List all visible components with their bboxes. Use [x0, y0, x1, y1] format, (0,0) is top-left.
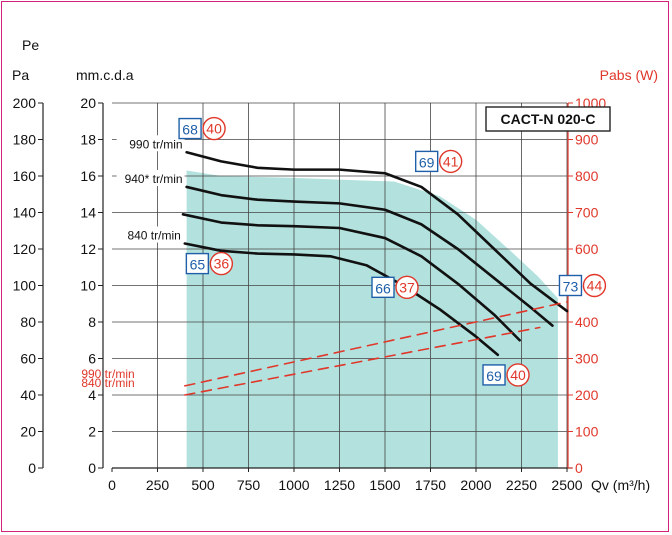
y-tick-label-mmcda: 20 [80, 95, 96, 111]
noise-badge-lpa: 41 [443, 153, 459, 169]
x-tick-label: 1250 [324, 477, 355, 493]
series-label: 990 tr/min [129, 137, 182, 151]
y-tick-label-mmcda: 16 [80, 168, 96, 184]
y-tick-label-mmcda: 12 [80, 241, 96, 257]
y-tick-label-pa: 180 [13, 132, 37, 148]
noise-badge-lpa: 40 [206, 121, 222, 137]
y-tick-label-mmcda: 14 [80, 205, 96, 221]
noise-badge-box [414, 150, 439, 173]
y-tick-label-pa: 0 [28, 460, 36, 476]
y-tick-label-mmcda: 2 [88, 424, 96, 440]
power-series-label: 990 tr/min [81, 367, 134, 381]
y-tick-label-pabs: 800 [575, 168, 599, 184]
noise-badge-lwa: 66 [375, 280, 391, 296]
noise-badge-lpa: 37 [399, 279, 415, 295]
y-axis-mmcda-title: mm.c.d.a [76, 67, 134, 83]
noise-badge-circle [202, 116, 226, 141]
y-tick-label-pa: 60 [20, 351, 36, 367]
y-tick-label-pa: 200 [13, 95, 37, 111]
noise-badge-lpa: 40 [510, 367, 526, 383]
noise-badge-lwa: 69 [486, 368, 502, 384]
y-tick-label-pa: 160 [13, 168, 37, 184]
x-tick-label: 2500 [551, 477, 582, 493]
model-title-box [485, 106, 611, 132]
series-label-bg [114, 226, 183, 243]
noise-badge-circle [438, 149, 463, 174]
series-label-bg [116, 135, 185, 152]
pressure-curve [181, 213, 521, 342]
x-tick-label: 2250 [506, 477, 537, 493]
y-tick-label-pa: 100 [13, 278, 37, 294]
x-tick-label: 250 [146, 477, 170, 493]
y-tick-label-pa: 120 [13, 241, 37, 257]
noise-badge-circle [506, 363, 530, 387]
noise-badge-lwa: 65 [190, 257, 206, 273]
y-tick-label-mmcda: 6 [88, 351, 96, 367]
y-tick-label-pabs: 0 [575, 460, 583, 476]
y-axis-pa-title: Pa [12, 67, 29, 83]
y-tick-label-pabs: 700 [575, 205, 599, 221]
power-curve [184, 326, 541, 396]
y-tick-label-mmcda: 0 [88, 460, 96, 476]
x-tick-label: 500 [191, 477, 215, 493]
pressure-curve [185, 185, 554, 327]
pressure-curve [183, 242, 500, 357]
noise-badge-circle [582, 273, 607, 298]
series-label: 940* tr/min [125, 172, 183, 186]
pressure-curve [185, 150, 569, 313]
y-tick-label-mmcda: 8 [88, 314, 96, 330]
y-tick-label-pa: 20 [20, 424, 36, 440]
noise-badge-box [482, 364, 506, 386]
y-tick-label-mmcda: 4 [88, 387, 96, 403]
noise-badge-lwa: 73 [563, 279, 579, 295]
y-tick-label-pabs: 200 [575, 387, 599, 403]
y-tick-label-pabs: 900 [575, 132, 599, 148]
y-tick-label-pa: 140 [13, 205, 37, 221]
y-tick-label-mmcda: 18 [80, 132, 96, 148]
x-tick-label: 750 [237, 477, 261, 493]
y-axis-pabs-title: Pabs (W) [600, 67, 658, 83]
noise-badge-circle [209, 251, 234, 276]
y-tick-label-pa: 80 [20, 314, 36, 330]
operating-zone [186, 170, 558, 468]
series-label: 840 tr/min [127, 229, 180, 243]
power-series-label: 840 tr/min [81, 376, 134, 390]
power-curve [184, 301, 568, 387]
x-tick-label: 1750 [415, 477, 446, 493]
y-tick-label-pabs: 400 [575, 314, 599, 330]
pe-label: Pe [22, 37, 39, 53]
x-tick-label: 0 [108, 477, 116, 493]
x-tick-label: 1500 [369, 477, 400, 493]
series-label-bg [116, 169, 185, 186]
noise-badge-circle [395, 275, 419, 300]
noise-badge-lpa: 44 [587, 278, 603, 294]
noise-badge-box [558, 274, 583, 297]
x-axis-title: Qv (m³/h) [591, 477, 650, 493]
y-tick-label-pabs: 600 [575, 241, 599, 257]
y-tick-label-pabs: 100 [575, 424, 599, 440]
model-title: CACT-N 020-C [501, 111, 596, 127]
y-tick-label-pabs: 300 [575, 351, 599, 367]
y-tick-label-pa: 40 [20, 387, 36, 403]
y-tick-label-mmcda: 10 [80, 278, 96, 294]
noise-badge-box [178, 117, 202, 140]
noise-badge-lwa: 69 [419, 154, 435, 170]
x-tick-label: 1000 [278, 477, 309, 493]
noise-badge-box [371, 276, 395, 299]
x-tick-label: 2000 [460, 477, 491, 493]
noise-badge-lpa: 36 [214, 256, 230, 272]
noise-badge-box [185, 252, 210, 275]
noise-badge-lwa: 68 [182, 122, 198, 138]
